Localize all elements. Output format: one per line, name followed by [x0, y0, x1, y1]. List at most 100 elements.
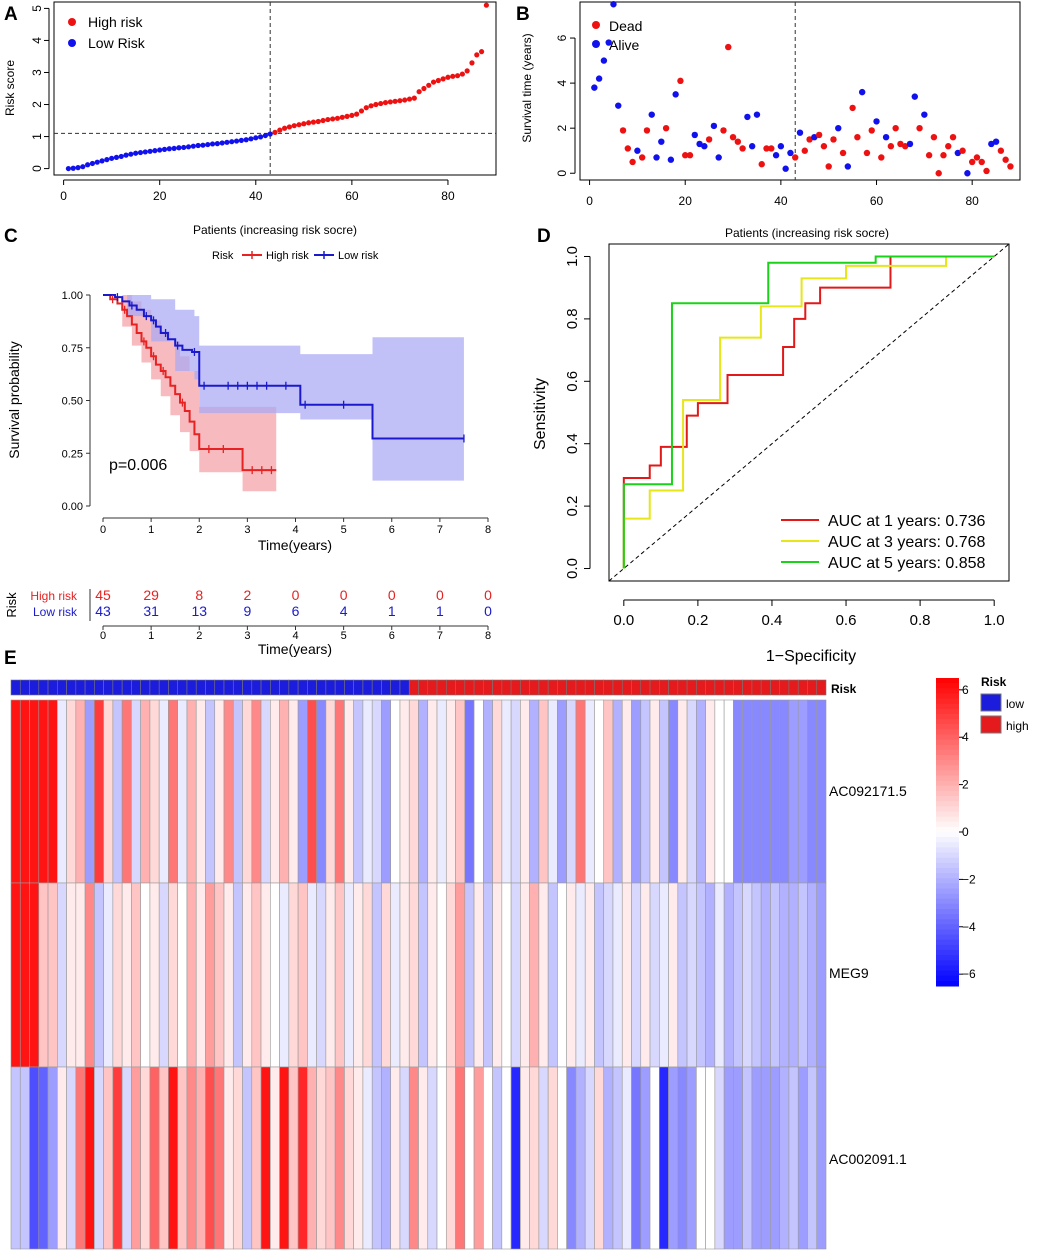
colorbar-segment: [936, 888, 959, 895]
data-point-high: [286, 124, 293, 130]
risk-table-count-high: 0: [340, 587, 348, 603]
x-tick-label: 0.6: [836, 612, 857, 629]
heatmap-cell: [279, 882, 290, 1068]
x-tick-label: 60: [345, 189, 359, 203]
heatmap-cell: [640, 882, 651, 1068]
annotation-cell-low: [94, 679, 104, 696]
heatmap-cell: [705, 882, 716, 1068]
risk-legend-swatch-high: [980, 715, 1002, 734]
data-point-low: [157, 147, 163, 153]
annotation-cell-low: [205, 679, 216, 696]
data-point-high: [469, 60, 475, 66]
heatmap-cell: [353, 1066, 364, 1250]
heatmap-cell: [334, 699, 345, 884]
heatmap-cell: [445, 1066, 456, 1250]
colorbar-segment: [936, 903, 959, 910]
y-tick-label: 0.75: [62, 343, 83, 355]
annotation-cell-low: [371, 679, 382, 696]
annotation-cell-low: [140, 679, 151, 696]
colorbar-segment: [936, 924, 959, 931]
roc-curve-1-year: [622, 255, 995, 569]
data-point-dead: [1002, 156, 1009, 163]
annotation-cell-high: [621, 679, 632, 696]
annotation-cell-high: [640, 679, 651, 696]
annotation-cell-low: [344, 679, 354, 696]
colorbar-segment: [936, 688, 959, 694]
heatmap-cell: [575, 882, 586, 1068]
annotation-cell-high: [696, 679, 706, 696]
annotation-cell-low: [399, 679, 410, 696]
heatmap-cell: [57, 1066, 67, 1250]
risk-table-x-tick-label: 8: [485, 630, 491, 642]
annotation-cell-low: [279, 679, 290, 696]
colorbar-segment: [936, 698, 959, 705]
heatmap-cell: [631, 882, 642, 1068]
annotation-cell-high: [473, 679, 484, 696]
heatmap-cell: [788, 1066, 799, 1250]
annotation-cell-high: [464, 679, 475, 696]
data-point-low: [89, 160, 96, 167]
colorbar-tick-label: 0: [962, 825, 969, 839]
data-point-dead: [854, 133, 861, 141]
heatmap-cell: [473, 1066, 484, 1250]
data-point-high: [320, 117, 326, 124]
heatmap-cell: [251, 882, 262, 1068]
heatmap-cell: [316, 1066, 327, 1250]
risk-legend-label-high: high: [1006, 719, 1029, 733]
data-point-low: [195, 142, 201, 149]
heatmap-cell: [492, 699, 503, 884]
heatmap-cell: [38, 1066, 49, 1250]
panel-label-d: D: [537, 226, 551, 247]
heatmap-cell: [529, 882, 540, 1068]
data-point-low: [99, 158, 105, 164]
annotation-cell-high: [658, 679, 669, 696]
colorbar-segment: [936, 724, 959, 730]
heatmap-cell: [733, 882, 743, 1068]
data-point-low: [219, 140, 225, 146]
y-tick-label: 1.0: [564, 246, 581, 267]
heatmap-cell: [696, 882, 706, 1068]
data-point-high: [430, 79, 437, 85]
annotation-cell-high: [649, 679, 660, 696]
data-point-alive: [787, 149, 794, 157]
colorbar-segment: [936, 898, 959, 905]
annotation-cell-low: [75, 679, 86, 696]
risk-table-row-label-low: Low risk: [33, 605, 78, 619]
risk-table-count-low: 1: [436, 603, 444, 619]
heatmap-cell: [112, 1066, 123, 1250]
annotation-cell-high: [520, 679, 530, 696]
heatmap-cell: [279, 1066, 290, 1250]
data-point-alive: [615, 102, 622, 109]
data-point-high: [421, 85, 427, 92]
annotation-cell-low: [29, 679, 40, 696]
heatmap-cell: [649, 1066, 660, 1250]
data-point-high: [277, 127, 283, 133]
data-point-alive: [610, 1, 617, 8]
heatmap-cell: [10, 699, 21, 884]
x-tick-label: 0: [586, 194, 593, 208]
heatmap-cell: [566, 882, 577, 1068]
heatmap-cell: [816, 699, 827, 884]
annotation-cell-low: [270, 679, 280, 696]
data-point-dead: [662, 124, 670, 132]
data-point-low: [85, 162, 91, 168]
confidence-band-low: [103, 295, 464, 481]
annotation-cell-low: [57, 679, 67, 696]
heatmap-cell: [807, 882, 818, 1068]
data-point-dead: [925, 152, 933, 159]
data-point-high: [325, 116, 331, 123]
legend: Dead Alive: [592, 18, 642, 53]
heatmap-cell: [520, 882, 530, 1068]
km-legend: Risk High risk Low risk: [212, 250, 379, 262]
risk-table-x-tick-label: 2: [196, 630, 202, 642]
heatmap-cell: [232, 1066, 243, 1250]
annotation-cell-high: [418, 679, 429, 696]
heatmap-cell: [75, 1066, 86, 1250]
heatmap-cell: [158, 882, 169, 1068]
legend-label-low: Low risk: [338, 250, 379, 262]
heatmap-cell: [121, 882, 132, 1068]
data-point-dead: [959, 147, 966, 154]
heatmap-cell: [29, 699, 40, 884]
colorbar-segment: [936, 749, 959, 756]
heatmap-cell: [371, 1066, 382, 1250]
